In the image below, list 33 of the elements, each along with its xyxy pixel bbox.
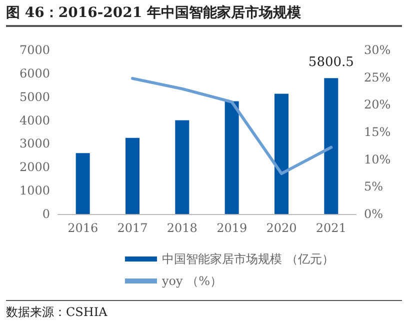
- x-tick-label: 2020: [266, 221, 297, 235]
- bar: [324, 78, 338, 214]
- y-tick-label: 0: [42, 207, 50, 221]
- x-tick-label: 2016: [68, 221, 98, 235]
- bar: [175, 120, 190, 214]
- x-tick-label: 2018: [166, 221, 198, 235]
- legend-label: yoy （%）: [161, 274, 222, 288]
- chart-title: 图 46：2016-2021 年中国智能家居市场规模: [6, 4, 402, 27]
- y2-tick-label: 15%: [364, 125, 391, 139]
- y-tick-label: 5000: [19, 90, 50, 104]
- bar: [126, 138, 140, 214]
- x-tick-label: 2019: [216, 221, 248, 235]
- y2-tick-label: 5%: [364, 180, 384, 194]
- y-tick-label: 1000: [19, 184, 50, 198]
- bar: [224, 101, 239, 214]
- bar: [274, 94, 288, 214]
- y-tick-label: 4000: [19, 113, 50, 128]
- y2-tick-label: 30%: [364, 43, 391, 57]
- x-tick-label: 2021: [316, 221, 346, 235]
- x-tick-label: 2017: [117, 221, 148, 235]
- data-label: 5800.5: [308, 55, 354, 70]
- y2-tick-label: 20%: [364, 98, 391, 112]
- bar: [76, 153, 90, 214]
- y-tick-label: 6000: [19, 66, 50, 80]
- line-series: [131, 76, 333, 176]
- legend-label: 中国智能家居市场规模 （亿元）: [162, 252, 334, 266]
- y2-tick-label: 25%: [364, 70, 391, 84]
- y-tick-label: 7000: [19, 43, 50, 57]
- y2-tick-label: 0%: [364, 207, 384, 221]
- y2-tick-label: 10%: [364, 152, 391, 166]
- y-tick-label: 2000: [19, 160, 50, 174]
- source-note: 数据来源：CSHIA: [6, 300, 402, 321]
- y-tick-label: 3000: [19, 136, 50, 151]
